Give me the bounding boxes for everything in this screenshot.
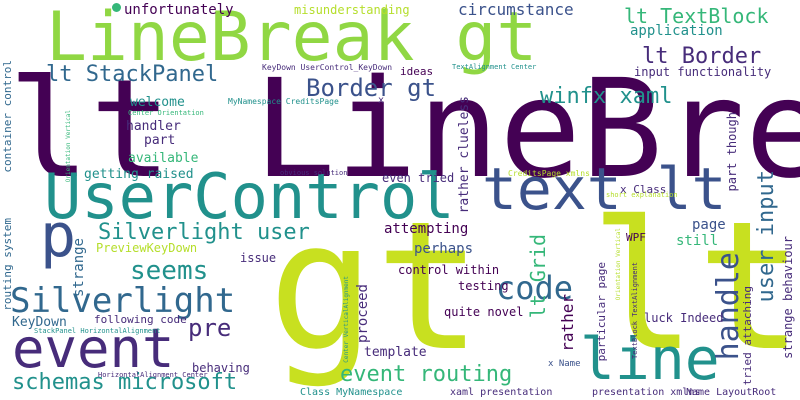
word-gt-lt: gt lt xyxy=(268,183,800,390)
word-attempting: attempting xyxy=(384,221,469,237)
word-event-routing: event routing xyxy=(340,362,513,387)
word-lt-textblock: lt TextBlock xyxy=(624,4,769,28)
word-silverlight: Silverlight xyxy=(10,281,236,321)
word-even-tried: even tried xyxy=(382,171,455,185)
word-behaving: behaving xyxy=(192,361,250,375)
word-handler: handler xyxy=(126,119,181,134)
word-template: template xyxy=(364,345,427,360)
word-control-within: control within xyxy=(398,263,500,277)
word-xaml-presentation: xaml presentation xyxy=(450,387,553,398)
word-particular-page: particular page xyxy=(595,262,608,362)
word-unfortunately: unfortunately xyxy=(124,2,234,18)
word-lt-linebreak: lt LineBreak xyxy=(8,51,800,209)
word-part: part xyxy=(144,133,176,148)
word-welcome: welcome xyxy=(130,95,185,110)
word-class-mynamespace: Class MyNamespace xyxy=(300,387,403,398)
word-application: application xyxy=(630,23,723,39)
word-strange-behaviour: strange behaviour xyxy=(781,236,795,359)
word-border-gt: Border gt xyxy=(306,74,437,102)
word-keydown: KeyDown xyxy=(12,315,67,330)
word-following-code: following code xyxy=(94,313,187,326)
word-page: page xyxy=(692,217,726,233)
word-wpf: WPF xyxy=(626,231,646,244)
word-still: still xyxy=(676,233,719,249)
word-short-explanation: short explanation xyxy=(606,191,678,199)
word-tried-attaching: tried attaching xyxy=(741,286,754,386)
word-stackpanel-horizontalalignment: StackPanel HorizontalAlignment xyxy=(34,327,161,335)
word-seems: seems xyxy=(130,256,209,286)
word-textblock-textalignment: TextBlock TextAlignment xyxy=(631,262,639,359)
word-schemas-microsoft: schemas microsoft xyxy=(12,370,238,395)
word-perhaps: perhaps xyxy=(414,241,474,257)
word-obvious-solution: obvious solution xyxy=(280,169,348,177)
word-silverlight-user: Silverlight user xyxy=(98,220,310,245)
word-issue: issue xyxy=(240,251,277,265)
word-creditspage-xmlns: CreditsPage xmlns xyxy=(508,169,590,178)
word-center-orientation: Center Orientation xyxy=(128,109,204,117)
word-circumstance: circumstance xyxy=(458,0,574,19)
word-center-verticalalignment: Center VerticalAlignment xyxy=(343,276,350,363)
word-lt-border: lt Border xyxy=(642,44,762,69)
word-rather-clueless: rather clueless xyxy=(457,96,472,214)
word-container-control: container control xyxy=(1,60,14,173)
word-lt-grid: lt Grid xyxy=(526,234,550,319)
word-horizontalalignment-center: HorizontalAlignment Center xyxy=(98,371,208,379)
word-textalignment-center: TextAlignment Center xyxy=(452,63,537,71)
word-handle: handle xyxy=(711,252,746,361)
word-misunderstanding: misunderstanding xyxy=(294,3,410,17)
word-testing: testing xyxy=(458,279,509,293)
word-x-class: x Class xyxy=(620,183,667,196)
word-usercontrol: UserControl xyxy=(44,160,455,233)
word-lt-stackpanel: lt StackPanel xyxy=(46,62,219,87)
word-previewkeydown: PreviewKeyDown xyxy=(96,241,198,255)
word-quite-novel: quite novel xyxy=(444,305,524,319)
word-x: x xyxy=(378,95,385,106)
dot-mark xyxy=(112,3,121,12)
word-routing-system: routing system xyxy=(1,218,14,311)
word-name-layoutroot: Name LayoutRoot xyxy=(686,387,777,398)
word-line: line xyxy=(580,325,720,393)
word-part-though: part though xyxy=(725,112,739,192)
word-orientation-vertical: Orientation Vertical xyxy=(65,110,72,183)
word-presentation-xmlns: presentation xmlns xyxy=(592,387,701,398)
word-input-functionality: input functionality xyxy=(634,65,772,79)
word-pre: pre xyxy=(188,314,232,342)
word-rather: rather xyxy=(558,294,577,352)
word-keydown-usercontrol-keydown: KeyDown UserControl_KeyDown xyxy=(262,63,393,72)
word-winfx-xaml: winfx xaml xyxy=(540,84,673,109)
word-strange: strange xyxy=(71,238,87,298)
word-orientation-vertical-2: Orientation Vertical xyxy=(615,228,622,301)
word-p: p xyxy=(40,201,77,271)
word-user-input: user input xyxy=(754,170,779,303)
word-proceed: proceed xyxy=(355,284,371,344)
word-available: available xyxy=(128,151,199,166)
word-luck-indeed: luck Indeed xyxy=(644,311,724,325)
word-text-lt: text lt xyxy=(482,155,727,223)
word-code: code xyxy=(496,269,574,307)
word-linebreak-gt: LineBreak gt xyxy=(46,0,538,77)
word-event: event xyxy=(12,317,175,380)
word-mynamespace-creditspage: MyNamespace CreditsPage xyxy=(228,97,339,106)
word-x-name: x Name xyxy=(548,359,581,369)
word-getting-raised: getting raised xyxy=(84,167,194,182)
word-ideas: ideas xyxy=(400,65,434,78)
